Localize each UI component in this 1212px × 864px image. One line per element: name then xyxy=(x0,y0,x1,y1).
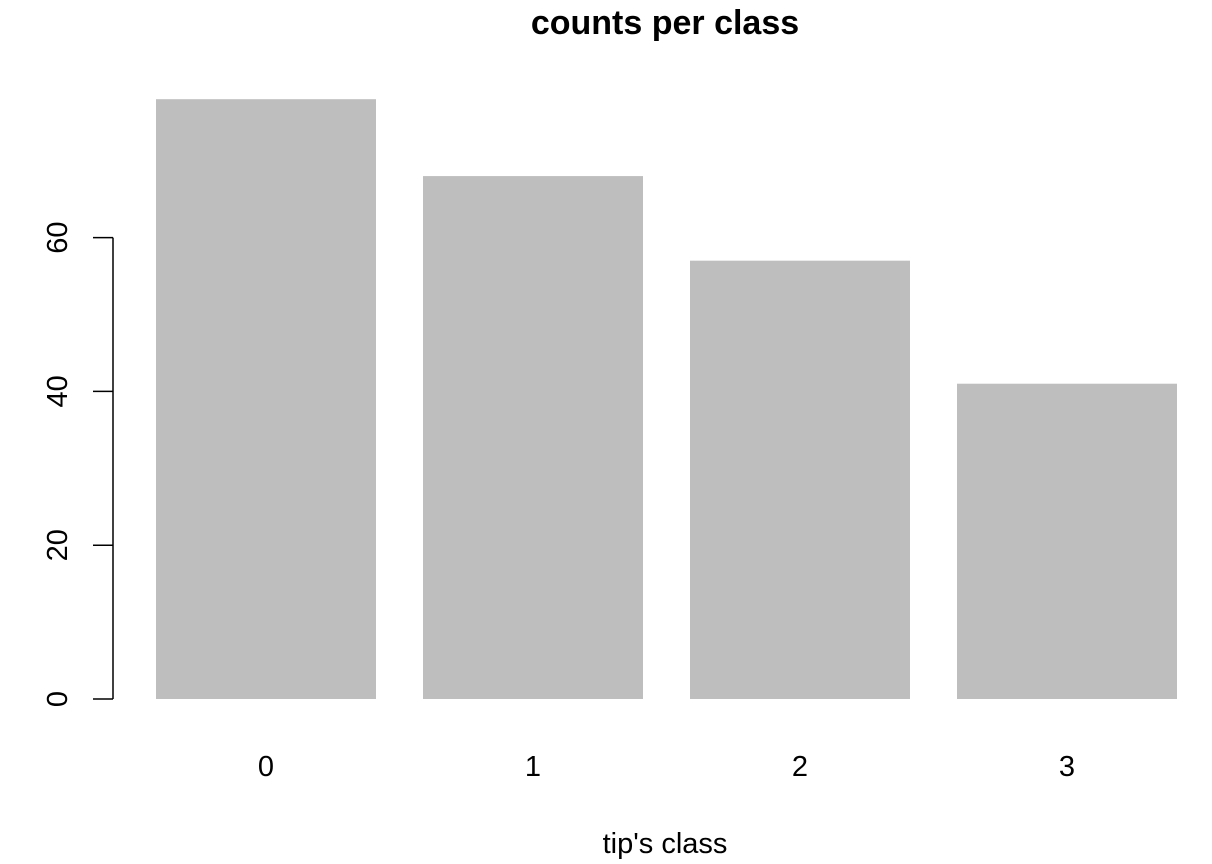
chart-title: counts per class xyxy=(531,4,799,42)
x-axis-tick-labels: 0 1 2 3 xyxy=(258,751,1075,783)
bar-0 xyxy=(156,99,376,700)
y-tick-label-60: 60 xyxy=(42,221,74,253)
bar-2 xyxy=(690,260,910,699)
bar-3 xyxy=(957,383,1177,699)
bars-group xyxy=(156,99,1177,700)
x-tick-label-3: 3 xyxy=(1059,751,1075,783)
x-axis-label: tip's class xyxy=(603,828,728,860)
x-tick-label-1: 1 xyxy=(525,751,541,783)
y-tick-label-0: 0 xyxy=(42,691,74,707)
x-tick-label-0: 0 xyxy=(258,751,274,783)
bar-1 xyxy=(423,176,643,699)
y-tick-label-40: 40 xyxy=(42,375,74,407)
x-tick-label-2: 2 xyxy=(792,751,808,783)
y-tick-label-20: 20 xyxy=(42,529,74,561)
y-axis: 0 20 40 60 xyxy=(42,221,114,707)
